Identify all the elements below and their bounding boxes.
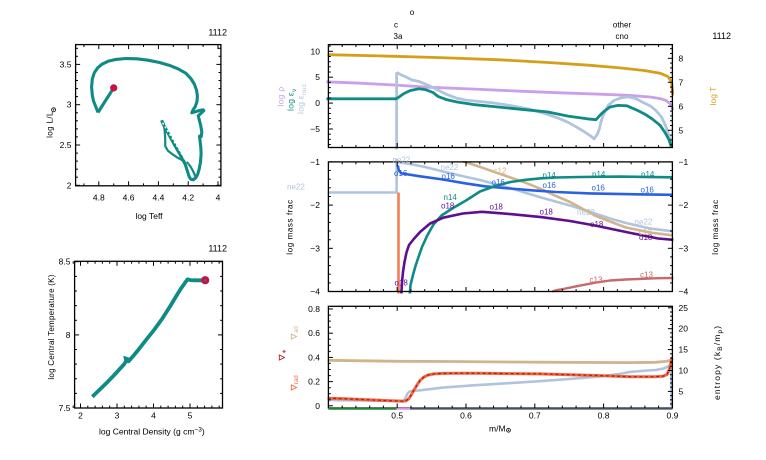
svg-text:∗: ∗ <box>282 349 288 354</box>
svg-text:0.4: 0.4 <box>308 352 320 362</box>
svg-text:log Central Density (g cm−3): log Central Density (g cm−3) <box>99 427 205 437</box>
svg-text:3.5: 3.5 <box>60 59 72 69</box>
svg-text:n14: n14 <box>444 193 458 202</box>
svg-text:ne22: ne22 <box>393 156 411 165</box>
svg-text:0.9: 0.9 <box>666 411 678 421</box>
svg-text:2: 2 <box>78 411 83 421</box>
svg-text:0: 0 <box>315 98 320 108</box>
svg-text:log Teff: log Teff <box>135 211 163 221</box>
svg-text:−5: −5 <box>310 124 320 134</box>
svg-text:0.8: 0.8 <box>308 304 320 314</box>
svg-text:−2: −2 <box>679 200 689 210</box>
svg-text:c13: c13 <box>590 276 603 285</box>
svg-text:4.4: 4.4 <box>152 193 164 203</box>
svg-text:o16: o16 <box>442 172 456 181</box>
svg-text:25: 25 <box>679 303 689 313</box>
svg-text:4: 4 <box>151 411 156 421</box>
svg-text:10: 10 <box>679 366 689 376</box>
svg-text:c: c <box>394 21 398 30</box>
svg-text:log T: log T <box>708 87 718 106</box>
svg-text:n14: n14 <box>543 171 557 180</box>
svg-text:1112: 1112 <box>208 244 227 254</box>
svg-text:o18: o18 <box>639 233 653 242</box>
svg-text:−4: −4 <box>310 287 320 297</box>
svg-text:log ρ: log ρ <box>276 86 286 106</box>
svg-text:5: 5 <box>679 125 684 135</box>
svg-text:0: 0 <box>315 401 320 411</box>
svg-text:other: other <box>613 21 632 30</box>
svg-text:5: 5 <box>188 411 193 421</box>
svg-text:c12: c12 <box>639 228 652 237</box>
svg-text:3: 3 <box>115 411 120 421</box>
svg-text:6: 6 <box>679 101 684 111</box>
svg-text:3a: 3a <box>394 32 403 41</box>
svg-text:−4: −4 <box>679 287 689 297</box>
svg-text:5: 5 <box>679 386 684 396</box>
svg-text:ne22: ne22 <box>441 163 459 172</box>
svg-text:ad: ad <box>294 326 300 333</box>
svg-text:ne22: ne22 <box>577 208 595 217</box>
svg-text:ne22: ne22 <box>635 218 653 227</box>
svg-text:o16: o16 <box>492 178 506 187</box>
svg-text:log Central Temperature (K): log Central Temperature (K) <box>47 274 56 379</box>
svg-text:0.7: 0.7 <box>529 411 541 421</box>
svg-text:−2: −2 <box>310 200 320 210</box>
svg-text:8: 8 <box>679 53 684 63</box>
svg-text:o16: o16 <box>592 184 606 193</box>
svg-text:4.8: 4.8 <box>93 193 105 203</box>
svg-text:−1: −1 <box>679 157 689 167</box>
svg-text:0.5: 0.5 <box>391 411 403 421</box>
svg-text:ne22: ne22 <box>287 183 305 192</box>
svg-text:n14: n14 <box>641 170 655 179</box>
svg-text:3: 3 <box>67 100 72 110</box>
svg-text:cno: cno <box>616 32 629 41</box>
svg-text:0.6: 0.6 <box>460 411 472 421</box>
svg-text:−1: −1 <box>310 157 320 167</box>
svg-text:7.5: 7.5 <box>59 403 71 413</box>
svg-text:0.6: 0.6 <box>308 328 320 338</box>
svg-text:8.5: 8.5 <box>59 257 71 267</box>
svg-text:2: 2 <box>67 180 72 190</box>
svg-text:o16: o16 <box>394 169 408 178</box>
svg-text:15: 15 <box>679 345 689 355</box>
svg-text:2.5: 2.5 <box>60 140 72 150</box>
svg-text:20: 20 <box>679 324 689 334</box>
svg-text:o16: o16 <box>641 185 655 194</box>
svg-text:o16: o16 <box>543 181 557 190</box>
svg-text:1112: 1112 <box>712 31 731 41</box>
svg-text:m/M: m/M <box>489 424 506 434</box>
svg-text:5: 5 <box>315 72 320 82</box>
svg-text:7: 7 <box>679 77 684 87</box>
svg-text:o18: o18 <box>490 203 504 212</box>
svg-text:log εν: log εν <box>286 88 299 111</box>
svg-text:o18: o18 <box>590 220 604 229</box>
svg-text:10: 10 <box>311 46 321 56</box>
svg-text:o18: o18 <box>540 208 554 217</box>
svg-text:entropy (kB/mp): entropy (kB/mp) <box>712 325 724 400</box>
svg-text:o18: o18 <box>441 201 455 210</box>
svg-text:0.2: 0.2 <box>308 377 320 387</box>
svg-text:c12: c12 <box>494 167 507 176</box>
svg-text:n14: n14 <box>592 170 606 179</box>
svg-text:log mass frac: log mass frac <box>711 199 720 254</box>
svg-text:−3: −3 <box>310 243 320 253</box>
svg-text:4.2: 4.2 <box>182 193 194 203</box>
svg-text:c13: c13 <box>640 271 653 280</box>
svg-text:rad: rad <box>294 375 300 384</box>
svg-text:1112: 1112 <box>208 28 227 38</box>
svg-text:4: 4 <box>216 193 221 203</box>
svg-text:−3: −3 <box>679 243 689 253</box>
svg-text:o: o <box>410 8 415 17</box>
svg-text:8: 8 <box>66 330 71 340</box>
svg-text:0.8: 0.8 <box>598 411 610 421</box>
svg-text:log L/L: log L/L <box>45 111 54 138</box>
svg-text:o18: o18 <box>395 279 409 288</box>
svg-text:log mass frac: log mass frac <box>286 199 295 254</box>
svg-text:4.6: 4.6 <box>123 193 135 203</box>
